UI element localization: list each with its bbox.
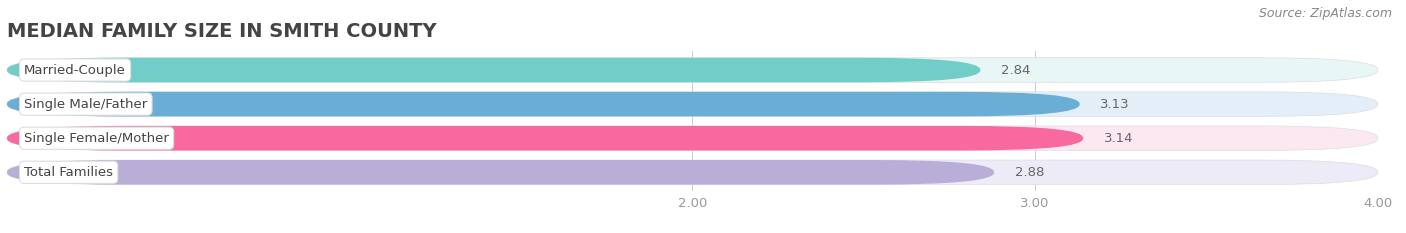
Text: Single Male/Father: Single Male/Father <box>24 98 148 111</box>
Text: Total Families: Total Families <box>24 166 112 179</box>
FancyBboxPatch shape <box>7 160 994 185</box>
Text: Source: ZipAtlas.com: Source: ZipAtlas.com <box>1258 7 1392 20</box>
FancyBboxPatch shape <box>7 92 1378 116</box>
Text: Married-Couple: Married-Couple <box>24 64 127 76</box>
Text: 3.13: 3.13 <box>1101 98 1130 111</box>
FancyBboxPatch shape <box>7 58 1378 82</box>
Text: MEDIAN FAMILY SIZE IN SMITH COUNTY: MEDIAN FAMILY SIZE IN SMITH COUNTY <box>7 22 437 41</box>
Text: 3.14: 3.14 <box>1104 132 1133 145</box>
Text: Single Female/Mother: Single Female/Mother <box>24 132 169 145</box>
Text: 2.88: 2.88 <box>1015 166 1045 179</box>
FancyBboxPatch shape <box>7 160 1378 185</box>
FancyBboxPatch shape <box>7 126 1378 151</box>
FancyBboxPatch shape <box>7 58 980 82</box>
FancyBboxPatch shape <box>7 126 1083 151</box>
Text: 2.84: 2.84 <box>1001 64 1031 76</box>
FancyBboxPatch shape <box>7 92 1080 116</box>
